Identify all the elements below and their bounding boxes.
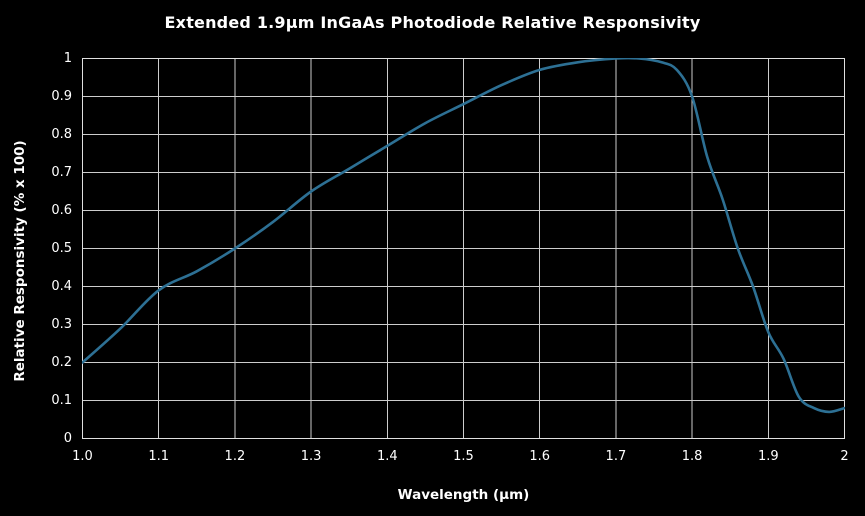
x-tick-label: 1.3 [300,449,322,464]
y-tick-label: 0.7 [51,164,72,180]
y-axis-label: Relative Responsivity (% x 100) [12,140,28,382]
y-tick-label: 0 [63,430,72,446]
x-tick-label: 1.9 [757,449,779,464]
x-tick-label: 1.1 [148,449,170,464]
chart-title: Extended 1.9µm InGaAs Photodiode Relativ… [164,13,701,32]
responsivity-curve [82,58,845,414]
plot-area [82,58,845,439]
x-tick-label: 1.7 [605,449,627,464]
y-tick-label: 0.3 [51,316,72,332]
y-tick-label: 0.4 [51,278,72,294]
x-tick-label: 1.0 [72,449,93,464]
y-tick-label: 0.8 [51,126,72,142]
x-tick-label: 1.6 [529,449,551,464]
x-tick-label: 1.2 [224,449,246,464]
x-axis-label: Wavelength (µm) [397,487,530,503]
x-tick-label: 1.4 [376,449,398,464]
x-tick-label: 2 [840,449,849,464]
y-tick-label: 1 [63,50,72,66]
y-tick-label: 0.5 [51,240,72,256]
plot-frame [82,58,845,439]
y-tick-label: 0.6 [51,202,72,218]
y-tick-label: 0.9 [51,88,72,104]
y-tick-label: 0.1 [51,392,72,408]
x-tick-label: 1.5 [453,449,474,464]
x-tick-label: 1.8 [681,449,703,464]
gridlines [82,58,845,439]
y-tick-label: 0.2 [51,354,72,370]
